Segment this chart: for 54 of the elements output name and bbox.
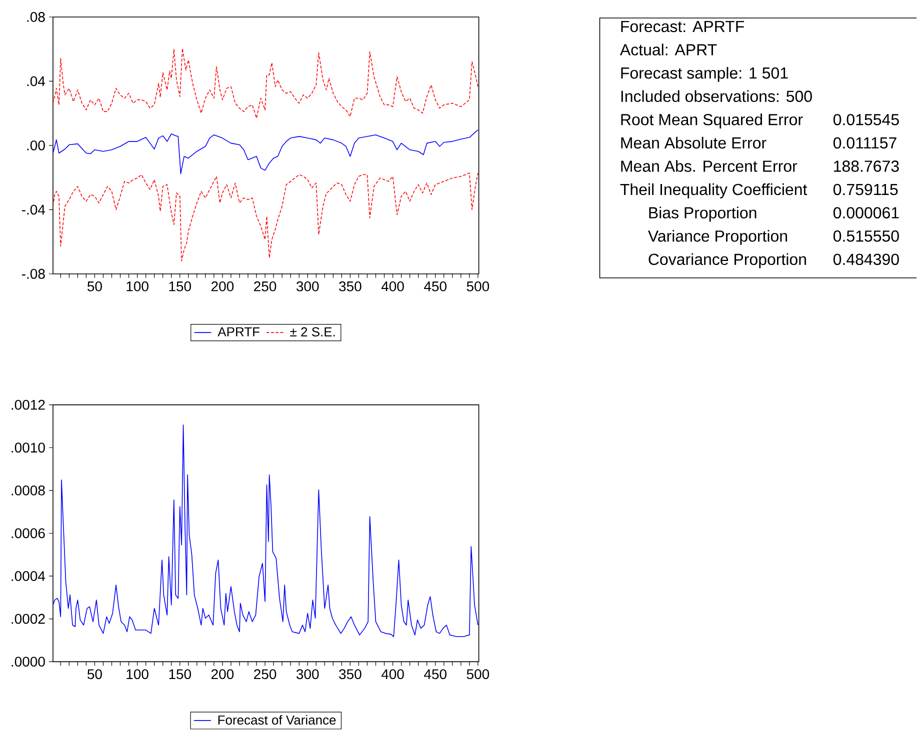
text: Variance Proportion (648, 230, 788, 246)
x-tick-label: 250 (254, 282, 276, 292)
x-tick-label: 100 (126, 282, 148, 292)
text: Theil Inequality Coefficient (620, 184, 808, 198)
y-tick-label: .0006 (12, 528, 45, 538)
x-tick-label: 300 (296, 669, 319, 680)
text: 0.000061 (833, 207, 899, 219)
legend-label: APRTF (218, 327, 260, 336)
text: Covariance Proportion (648, 253, 806, 268)
legend-label: ± 2 S.E. (290, 327, 335, 337)
line-series (52, 48, 478, 119)
text: Mean Absolute Error (621, 136, 766, 149)
y-tick-label: -.04 (22, 204, 46, 215)
x-tick-label: 500 (466, 282, 490, 292)
x-tick-label: 150 (169, 282, 191, 292)
text: Bias Proportion (649, 206, 756, 222)
legend-label: Forecast of Variance (218, 715, 336, 725)
text: 0.759115 (833, 184, 898, 196)
text: Mean Abs. Percent Error (621, 160, 798, 172)
x-tick-label: 50 (87, 282, 102, 292)
text: Actual: APRT (620, 44, 717, 56)
text: 188.7673 (834, 160, 899, 172)
y-tick-label: .0012 (12, 400, 45, 410)
text: Root Mean Squared Error (621, 114, 803, 129)
text: 0.515550 (833, 230, 899, 242)
x-tick-label: 150 (169, 669, 191, 680)
text: Included observations: 500 (621, 90, 812, 102)
x-tick-label: 400 (381, 282, 404, 292)
y-tick-label: .0008 (12, 486, 45, 496)
x-tick-label: 50 (87, 669, 102, 680)
x-tick-label: 300 (296, 282, 319, 292)
y-tick-label: .0002 (12, 614, 45, 624)
y-tick-label: .00 (27, 140, 45, 151)
x-tick-label: 250 (254, 669, 276, 680)
text: Forecast sample: 1 501 (621, 67, 788, 82)
x-tick-label: 500 (466, 669, 490, 680)
text: 0.015545 (833, 114, 899, 126)
y-tick-label: .0000 (12, 656, 45, 667)
x-tick-label: 200 (211, 282, 234, 292)
x-tick-label: 350 (339, 282, 362, 292)
y-tick-label: .0004 (12, 571, 46, 582)
y-tick-label: .08 (27, 12, 45, 22)
y-tick-label: -.08 (22, 269, 45, 279)
x-tick-label: 450 (424, 669, 446, 680)
y-tick-label: .04 (27, 76, 46, 86)
text: 0.484390 (833, 254, 899, 266)
text: Forecast: APRTF (621, 21, 744, 32)
x-tick-label: 350 (339, 669, 362, 680)
x-tick-label: 400 (381, 669, 404, 680)
y-tick-label: .0010 (12, 442, 45, 453)
text: 0.011157 (833, 137, 896, 149)
x-tick-label: 200 (211, 669, 234, 680)
x-tick-label: 450 (424, 282, 446, 292)
x-tick-label: 100 (126, 669, 148, 680)
